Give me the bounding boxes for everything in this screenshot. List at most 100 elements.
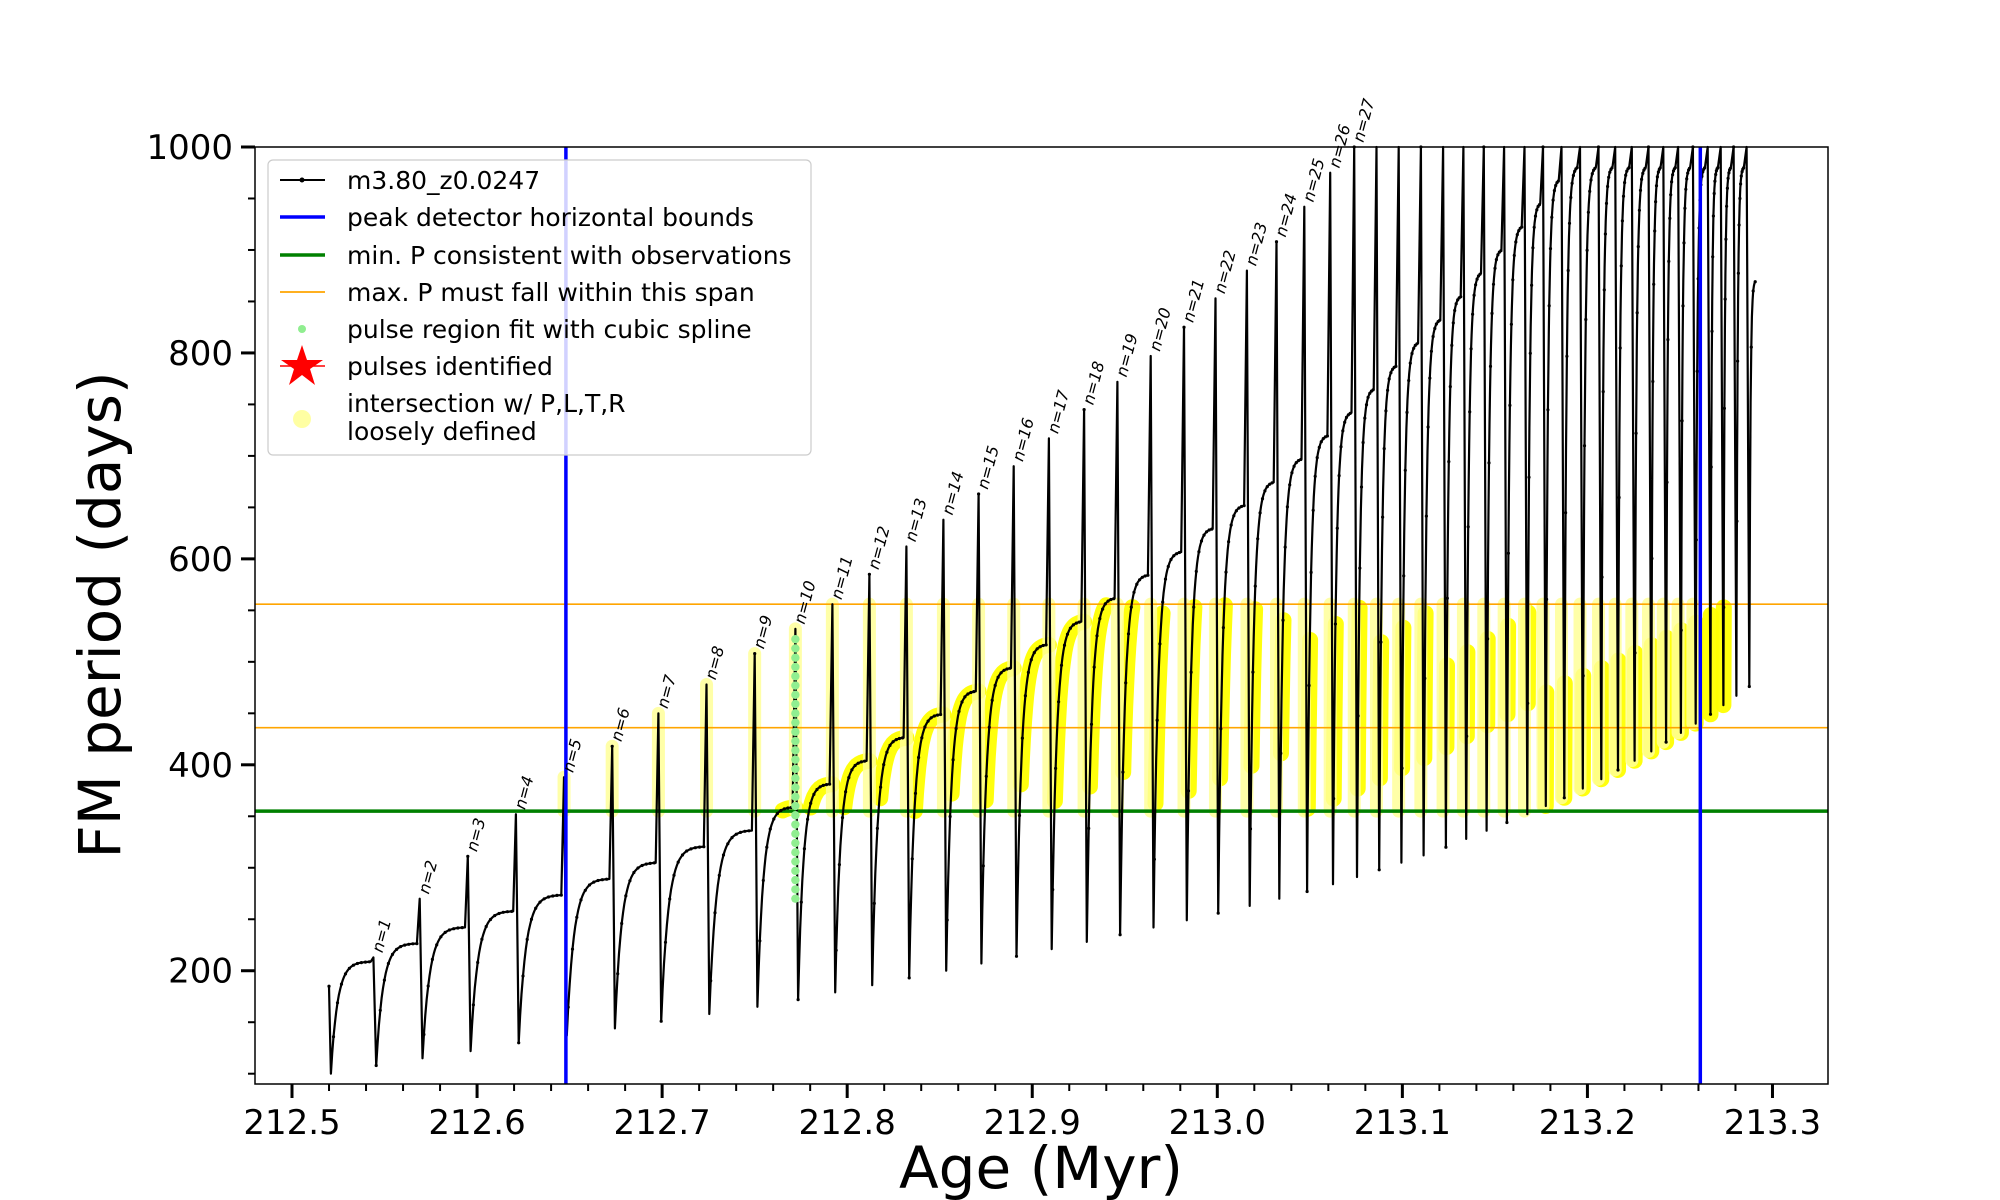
track-point bbox=[726, 842, 730, 846]
track-point bbox=[1389, 371, 1393, 375]
track-point bbox=[1138, 578, 1142, 582]
track-point bbox=[443, 930, 447, 935]
track-point bbox=[1265, 485, 1269, 489]
track-point bbox=[1186, 789, 1191, 793]
track-point bbox=[1051, 888, 1055, 892]
track-point bbox=[923, 725, 927, 729]
track-point bbox=[1405, 410, 1409, 414]
track-point bbox=[1251, 670, 1255, 674]
spline-points bbox=[791, 634, 800, 903]
evolution-track bbox=[327, 145, 1757, 1075]
track-point bbox=[743, 829, 747, 833]
track-point bbox=[1387, 377, 1391, 381]
track-point bbox=[721, 853, 726, 857]
track-point bbox=[977, 492, 981, 496]
track-point bbox=[1725, 204, 1729, 208]
track-point bbox=[592, 880, 596, 884]
track-point bbox=[1633, 651, 1637, 655]
track-point bbox=[1679, 628, 1683, 632]
track-point bbox=[1317, 445, 1321, 449]
track-point bbox=[1199, 539, 1204, 543]
track-point bbox=[859, 760, 864, 764]
y-axis-ticks: 200 400 600 800 1000 bbox=[146, 128, 255, 1075]
track-point bbox=[1548, 247, 1553, 251]
spline-point bbox=[791, 644, 800, 653]
track-point bbox=[488, 917, 493, 922]
track-point bbox=[1593, 166, 1597, 170]
track-point bbox=[1129, 605, 1133, 609]
track-point bbox=[917, 755, 921, 760]
track-point bbox=[1248, 827, 1253, 831]
track-point bbox=[1260, 497, 1265, 501]
track-point bbox=[1466, 525, 1470, 529]
track-point bbox=[1535, 208, 1539, 212]
track-point bbox=[1627, 166, 1631, 170]
track-point bbox=[1512, 253, 1516, 257]
track-point bbox=[1738, 196, 1742, 201]
track-point bbox=[1202, 533, 1206, 537]
track-point bbox=[1423, 676, 1427, 681]
track-point bbox=[399, 945, 403, 949]
track-point bbox=[920, 736, 924, 740]
track-point bbox=[1665, 480, 1669, 484]
track-point bbox=[1377, 868, 1381, 872]
track-point bbox=[1654, 200, 1658, 204]
legend-pulses-label: pulses identified bbox=[347, 352, 553, 381]
legend-entry-bounds: peak detector horizontal bounds bbox=[280, 203, 754, 232]
track-point bbox=[885, 750, 889, 754]
track-point bbox=[680, 853, 685, 857]
track-point bbox=[471, 1003, 475, 1007]
track-point bbox=[1095, 634, 1099, 638]
track-point bbox=[1197, 550, 1201, 554]
track-point bbox=[1620, 219, 1624, 223]
track-point bbox=[879, 785, 883, 789]
track-point bbox=[359, 961, 363, 965]
track-point bbox=[1335, 526, 1339, 530]
track-point bbox=[1694, 538, 1698, 542]
track-point bbox=[1673, 166, 1677, 170]
track-point bbox=[1092, 665, 1096, 669]
track-point bbox=[1368, 391, 1372, 395]
track-point bbox=[1749, 345, 1753, 349]
track-point bbox=[1751, 289, 1755, 293]
track-point bbox=[605, 877, 609, 881]
track-point bbox=[652, 861, 656, 865]
track-point bbox=[1424, 514, 1428, 518]
track-point bbox=[1005, 667, 1009, 671]
track-point bbox=[1496, 253, 1500, 257]
spline-point bbox=[791, 894, 800, 903]
track-point bbox=[636, 866, 640, 870]
track-point bbox=[1619, 264, 1623, 268]
track-point bbox=[676, 860, 680, 864]
spline-point bbox=[791, 875, 800, 885]
track-point bbox=[1533, 214, 1538, 218]
spline-point bbox=[791, 681, 800, 690]
track-point bbox=[1725, 186, 1729, 190]
track-point bbox=[1358, 566, 1362, 570]
track-point bbox=[534, 906, 538, 910]
track-point bbox=[1035, 647, 1039, 651]
track-point bbox=[1526, 701, 1530, 705]
track-point bbox=[850, 768, 854, 772]
track-point bbox=[644, 862, 648, 866]
spline-point bbox=[791, 783, 800, 792]
spline-point bbox=[791, 672, 800, 681]
track-point bbox=[525, 937, 529, 942]
track-point bbox=[1253, 584, 1257, 588]
track-point bbox=[821, 783, 825, 788]
track-point bbox=[693, 846, 697, 850]
spline-point bbox=[791, 857, 800, 866]
track-point bbox=[954, 726, 958, 731]
track-point bbox=[628, 879, 632, 883]
track-point bbox=[1545, 597, 1549, 601]
track-point bbox=[382, 978, 386, 982]
track-point bbox=[1026, 670, 1030, 675]
track-point bbox=[1232, 514, 1236, 518]
track-point bbox=[659, 1019, 663, 1023]
track-point bbox=[1634, 431, 1638, 435]
track-point bbox=[1727, 171, 1731, 175]
track-point bbox=[1008, 666, 1012, 670]
track-point bbox=[913, 791, 918, 796]
track-point bbox=[1604, 201, 1609, 205]
track-point bbox=[984, 774, 988, 778]
